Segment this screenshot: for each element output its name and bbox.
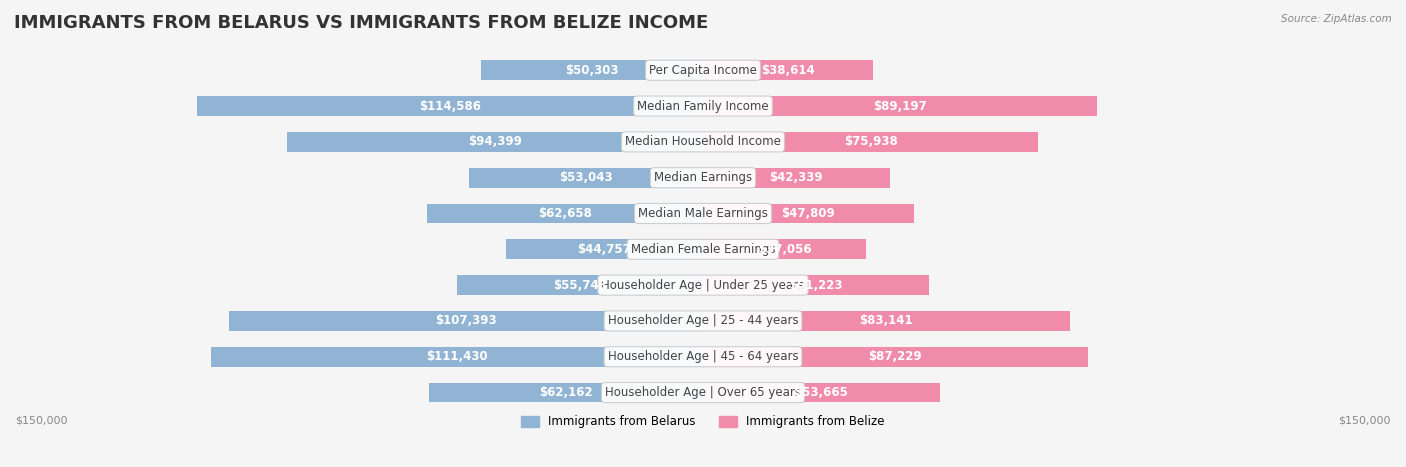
- Bar: [703, 275, 929, 295]
- Bar: [429, 382, 703, 403]
- Text: Median Family Income: Median Family Income: [637, 99, 769, 113]
- Text: $62,162: $62,162: [538, 386, 593, 399]
- Bar: [426, 204, 703, 223]
- Bar: [41, 88, 1365, 124]
- FancyBboxPatch shape: [41, 88, 1365, 124]
- Text: $42,339: $42,339: [769, 171, 823, 184]
- FancyBboxPatch shape: [41, 374, 1365, 411]
- FancyBboxPatch shape: [41, 231, 1365, 268]
- Text: $38,614: $38,614: [761, 64, 815, 77]
- Bar: [41, 160, 1365, 196]
- Text: $50,303: $50,303: [565, 64, 619, 77]
- Bar: [481, 60, 703, 80]
- Text: $94,399: $94,399: [468, 135, 522, 149]
- Legend: Immigrants from Belarus, Immigrants from Belize: Immigrants from Belarus, Immigrants from…: [516, 411, 890, 433]
- Text: $87,229: $87,229: [869, 350, 922, 363]
- Bar: [197, 96, 703, 116]
- Bar: [703, 60, 873, 80]
- FancyBboxPatch shape: [41, 124, 1365, 160]
- Text: $51,223: $51,223: [789, 279, 842, 291]
- Text: $89,197: $89,197: [873, 99, 927, 113]
- Text: $47,809: $47,809: [782, 207, 835, 220]
- Bar: [41, 303, 1365, 339]
- Bar: [506, 240, 703, 259]
- Bar: [703, 240, 866, 259]
- Bar: [457, 275, 703, 295]
- Text: $111,430: $111,430: [426, 350, 488, 363]
- FancyBboxPatch shape: [41, 159, 1365, 196]
- Bar: [41, 339, 1365, 375]
- Bar: [703, 382, 939, 403]
- Text: Source: ZipAtlas.com: Source: ZipAtlas.com: [1281, 14, 1392, 24]
- Bar: [41, 375, 1365, 410]
- Text: $53,665: $53,665: [794, 386, 848, 399]
- FancyBboxPatch shape: [41, 303, 1365, 339]
- Bar: [41, 232, 1365, 267]
- Text: Householder Age | Over 65 years: Householder Age | Over 65 years: [605, 386, 801, 399]
- Text: $83,141: $83,141: [859, 314, 914, 327]
- Bar: [41, 267, 1365, 303]
- Bar: [41, 196, 1365, 232]
- Bar: [703, 311, 1070, 331]
- Bar: [703, 204, 914, 223]
- Bar: [703, 96, 1097, 116]
- FancyBboxPatch shape: [41, 52, 1365, 89]
- Bar: [703, 347, 1088, 367]
- Bar: [287, 132, 703, 152]
- Text: Per Capita Income: Per Capita Income: [650, 64, 756, 77]
- Text: $62,658: $62,658: [538, 207, 592, 220]
- Bar: [41, 124, 1365, 160]
- Text: $37,056: $37,056: [758, 243, 811, 256]
- Text: $114,586: $114,586: [419, 99, 481, 113]
- Bar: [41, 52, 1365, 88]
- Text: Median Male Earnings: Median Male Earnings: [638, 207, 768, 220]
- Bar: [470, 168, 703, 188]
- Text: Median Earnings: Median Earnings: [654, 171, 752, 184]
- FancyBboxPatch shape: [41, 195, 1365, 232]
- Bar: [229, 311, 703, 331]
- Text: $75,938: $75,938: [844, 135, 897, 149]
- Bar: [211, 347, 703, 367]
- Text: $53,043: $53,043: [560, 171, 613, 184]
- FancyBboxPatch shape: [41, 267, 1365, 304]
- Text: $44,757: $44,757: [578, 243, 631, 256]
- Text: Median Female Earnings: Median Female Earnings: [631, 243, 775, 256]
- Bar: [703, 168, 890, 188]
- Bar: [703, 132, 1038, 152]
- Text: $107,393: $107,393: [436, 314, 496, 327]
- Text: Householder Age | 25 - 44 years: Householder Age | 25 - 44 years: [607, 314, 799, 327]
- Text: Median Household Income: Median Household Income: [626, 135, 780, 149]
- Text: Householder Age | Under 25 years: Householder Age | Under 25 years: [602, 279, 804, 291]
- FancyBboxPatch shape: [41, 339, 1365, 375]
- Text: IMMIGRANTS FROM BELARUS VS IMMIGRANTS FROM BELIZE INCOME: IMMIGRANTS FROM BELARUS VS IMMIGRANTS FR…: [14, 14, 709, 32]
- Text: $55,743: $55,743: [553, 279, 607, 291]
- Text: Householder Age | 45 - 64 years: Householder Age | 45 - 64 years: [607, 350, 799, 363]
